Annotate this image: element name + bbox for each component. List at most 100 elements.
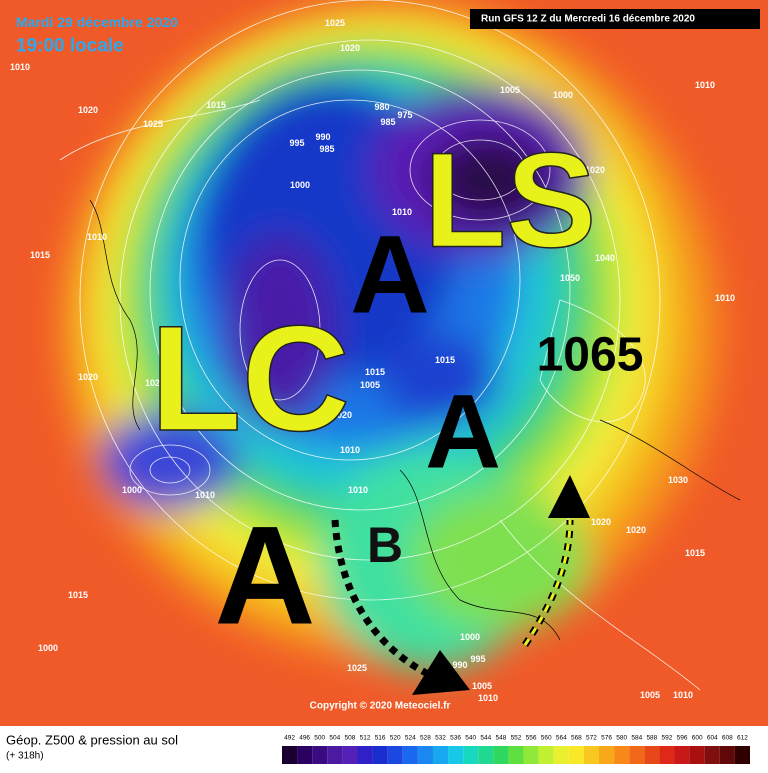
isobar-label: 1000	[38, 643, 58, 653]
geopotential-field	[60, 0, 720, 670]
scale-label: 532	[435, 735, 446, 742]
isobar-label: 1015	[30, 250, 50, 260]
isobar-label: 1015	[435, 355, 455, 365]
scale-label: 556	[526, 735, 537, 742]
scale-label: 584	[631, 735, 642, 742]
isobar-label: 1025	[347, 663, 367, 673]
isobar-label: 1000	[460, 632, 480, 642]
isobar-label: 985	[380, 117, 395, 127]
scale-swatch	[538, 746, 554, 764]
scale-swatch	[523, 746, 539, 764]
isobar-label: 1050	[560, 273, 580, 283]
isobar-label: 990	[315, 132, 330, 142]
isobar-label: 980	[374, 102, 389, 112]
isobar-label: 975	[397, 110, 412, 120]
isobar-label: 1020	[340, 43, 360, 53]
isobar-label: 1010	[715, 293, 735, 303]
scale-label: 572	[586, 735, 597, 742]
scale-swatch	[357, 746, 373, 764]
isobar-label: 1010	[673, 690, 693, 700]
scale-label: 592	[662, 735, 673, 742]
scale-label: 576	[601, 735, 612, 742]
isobar-label: 1025	[325, 18, 345, 28]
isobar-label: 985	[319, 144, 334, 154]
arrow	[523, 519, 572, 646]
isobar-label: 1020	[78, 105, 98, 115]
footer-title: Géop. Z500 & pression au sol	[6, 733, 178, 748]
scale-label: 548	[495, 735, 506, 742]
scale-swatch	[734, 746, 750, 764]
scale-label: 568	[571, 735, 582, 742]
annotation: 1065	[537, 329, 644, 382]
scale-swatch	[674, 746, 690, 764]
run: Run GFS 12 Z du Mercredi 16 décembre 202…	[481, 14, 695, 25]
annotation: LS	[424, 125, 597, 276]
scale-swatch	[463, 746, 479, 764]
isobar-label: 1040	[595, 253, 615, 263]
annotation: LC	[150, 294, 350, 462]
annotation: B	[367, 517, 403, 573]
scale-label: 508	[345, 735, 356, 742]
isobar-label: 1000	[122, 485, 142, 495]
scale-label: 564	[556, 735, 567, 742]
scale-swatch	[417, 746, 433, 764]
scale-swatch	[629, 746, 645, 764]
scale-swatch	[478, 746, 494, 764]
annotation: A	[350, 214, 429, 337]
time: 19:00 locale	[16, 36, 124, 57]
isobar-labels: 1010 1020 1025 1015 1025 1020 1005 1000 1010 980 9…	[10, 18, 735, 703]
isobar-label: 1015	[206, 100, 226, 110]
scale-swatch	[719, 746, 735, 764]
isobar-label: 1020	[591, 517, 611, 527]
copyright: Copyright © 2020 Meteociel.fr	[310, 701, 451, 712]
isobar-label: 1025	[143, 119, 163, 129]
isobar-label: 1015	[68, 590, 88, 600]
isobar-label: 1025	[145, 378, 165, 388]
isobar-label: 1010	[10, 62, 30, 72]
isobar-label: 1010	[340, 445, 360, 455]
isobar-label: 1020	[332, 410, 352, 420]
scale-label: 544	[480, 735, 491, 742]
date: Mardi 29 décembre 2020	[16, 14, 178, 30]
scale-swatch	[312, 746, 328, 764]
scale-label: 540	[465, 735, 476, 742]
scale-swatch	[583, 746, 600, 764]
isobar-label: 1015	[365, 367, 385, 377]
scale-swatch	[493, 746, 509, 764]
isobar-label: 1010	[478, 693, 498, 703]
scale-swatch	[282, 746, 298, 764]
scale-swatch	[704, 746, 720, 764]
isobar-label: 1020	[78, 372, 98, 382]
isobar-label: 1030	[668, 475, 688, 485]
scale-label: 612	[737, 735, 748, 742]
arrow-head	[412, 650, 470, 695]
isobar-label: 1005	[640, 690, 660, 700]
isobar-label: 1005	[500, 85, 520, 95]
scale-swatch	[372, 746, 388, 764]
scale-label: 516	[375, 735, 386, 742]
scale-label: 504	[329, 735, 340, 742]
scale-label: 496	[299, 735, 310, 742]
isobar-label: 1010	[348, 485, 368, 495]
isobar-label: 1020	[585, 165, 605, 175]
scale-swatch	[644, 746, 660, 764]
isobar-label: 995	[289, 138, 304, 148]
color-scale: 492 496 500 504 508 512 516 520 524 528 532 536 540 5…	[282, 735, 750, 764]
annotation: A	[425, 374, 501, 491]
scale-swatch	[659, 746, 675, 764]
isobar-label: 1020	[626, 525, 646, 535]
scale-swatch	[508, 746, 524, 764]
scale-label: 588	[646, 735, 657, 742]
scale-swatch	[342, 746, 358, 764]
isobar-label: 1005	[472, 681, 492, 691]
scale-swatch	[689, 746, 705, 764]
scale-label: 608	[722, 735, 733, 742]
scale-label: 520	[390, 735, 401, 742]
scale-swatch	[402, 746, 418, 764]
isobar-label: 995	[470, 654, 485, 664]
scale-swatch	[568, 746, 584, 764]
scale-swatch	[387, 746, 403, 764]
isobars	[59, 0, 701, 691]
isobar-label: 990	[452, 660, 467, 670]
scale-swatch	[432, 746, 449, 764]
